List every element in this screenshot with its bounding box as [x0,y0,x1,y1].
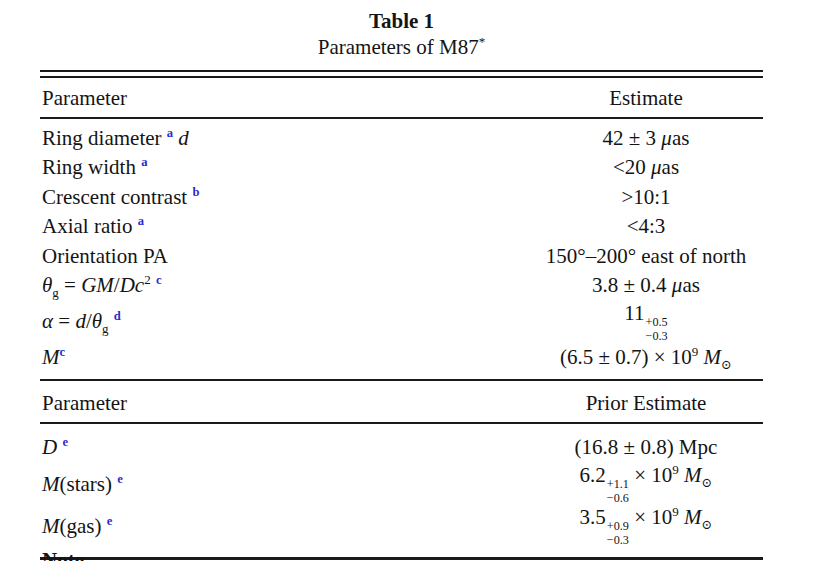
parameter-cell: Ring width a [42,155,531,180]
section2-parameter-header: Parameter [42,391,531,416]
estimate-cell: (16.8 ± 0.8) Mpc [531,435,761,460]
parameter-cell: θg = GM/Dc2 c [42,273,531,298]
table-row: D e (16.8 ± 0.8) Mpc [42,432,761,463]
estimate-cell: 3.5+0.9−0.3 × 109 M⊙ [531,505,761,547]
parameter-cell: Axial ratio a [42,214,531,239]
table-subtitle: Parameters of M87* [40,34,763,60]
table-row: M(stars) e 6.2+1.1−0.6 × 109 M⊙ [42,463,761,505]
section1-body: Ring diameter a d 42 ± 3 μas Ring width … [40,119,763,380]
estimate-cell: 11+0.5−0.3 [531,301,761,343]
parameter-cell: D e [42,435,531,460]
bottom-rule [40,557,763,560]
section2-estimate-header: Prior Estimate [531,391,761,416]
table-row: θg = GM/Dc2 c 3.8 ± 0.4 μas [42,271,761,301]
table-row: α = d/θg d 11+0.5−0.3 [42,301,761,343]
parameter-cell: α = d/θg d [42,309,531,334]
parameter-cell: Ring diameter a d [42,126,531,151]
parameter-cell: Crescent contrast b [42,185,531,210]
table-title: Table 1 [40,8,763,34]
table-row: Ring diameter a d 42 ± 3 μas [42,124,761,154]
estimate-cell: 6.2+1.1−0.6 × 109 M⊙ [531,463,761,505]
top-double-rule [40,70,763,78]
estimate-cell: 150°–200° east of north [531,244,761,269]
note-label: Note. [42,548,89,561]
table-row: Axial ratio a <4:3 [42,212,761,242]
table-row: Crescent contrast b >10:1 [42,183,761,213]
parameter-cell: Orientation PA [42,244,531,269]
section1-estimate-header: Estimate [531,86,761,111]
table-row: Mc (6.5 ± 0.7) × 109 M⊙ [42,343,761,373]
table-row: M(gas) e 3.5+0.9−0.3 × 109 M⊙ [42,505,761,547]
parameter-cell: Mc [42,345,531,370]
estimate-cell: <4:3 [531,214,761,239]
section1-header-row: Parameter Estimate [40,78,763,117]
estimate-cell: <20 μas [531,155,761,180]
estimate-cell: 42 ± 3 μas [531,126,761,151]
section1-parameter-header: Parameter [42,86,531,111]
estimate-cell: (6.5 ± 0.7) × 109 M⊙ [531,345,761,370]
section2-body: D e (16.8 ± 0.8) Mpc M(stars) e 6.2+1.1−… [40,424,763,557]
table-row: Orientation PA 150°–200° east of north [42,242,761,272]
table-1: Table 1 Parameters of M87* Parameter Est… [40,8,763,560]
parameter-cell: M(stars) e [42,472,531,497]
estimate-cell: >10:1 [531,185,761,210]
table-row: Ring width a <20 μas [42,153,761,183]
estimate-cell: 3.8 ± 0.4 μas [531,273,761,298]
parameter-cell: M(gas) e [42,514,531,539]
paper-table-page: Table 1 Parameters of M87* Parameter Est… [0,0,825,561]
section2-header-row: Parameter Prior Estimate [40,381,763,422]
